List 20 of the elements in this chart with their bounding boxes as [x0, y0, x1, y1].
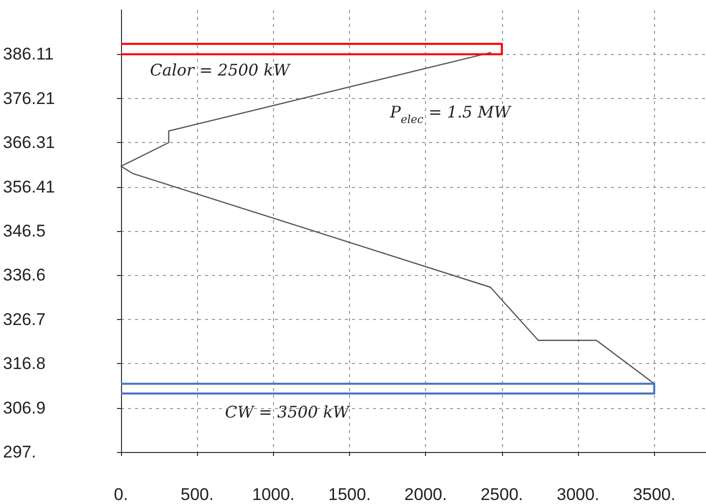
y-tick-label: 386.11 — [3, 44, 54, 64]
x-tick-label: 0. — [114, 485, 128, 504]
line-series — [120, 52, 655, 384]
y-tick-label: 346.5 — [3, 222, 46, 240]
y-tick-label: 326.7 — [3, 310, 46, 329]
x-tick-label: 3000. — [556, 485, 600, 504]
x-tick-label: 500. — [180, 485, 214, 504]
y-tick-label: 297. — [3, 442, 36, 462]
y-tick-label: 306.9 — [3, 398, 46, 418]
y-tick-label: 356.41 — [3, 177, 55, 196]
x-tick-label: 2500. — [480, 485, 524, 504]
y-tick-label: 376.21 — [3, 88, 55, 108]
x-tick-label: 3500. — [632, 485, 676, 504]
y-tick-label: 336.6 — [3, 266, 46, 285]
y-tick-label: 316.8 — [3, 354, 46, 374]
annotation: Calor = 2500 kW — [150, 60, 292, 80]
x-tick-label: 1000. — [252, 485, 295, 504]
x-tick-label: 2000. — [404, 485, 447, 504]
x-tick-label: 1500. — [328, 485, 371, 504]
y-tick-label: 366.31 — [3, 133, 55, 152]
